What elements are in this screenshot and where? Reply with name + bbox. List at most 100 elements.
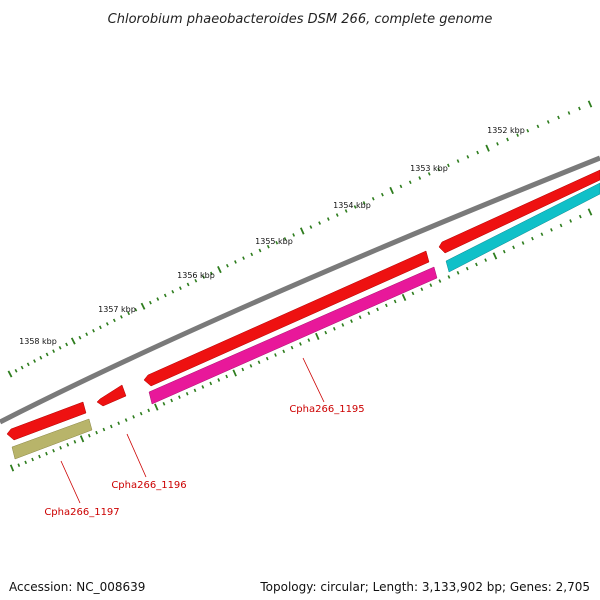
inner-tick bbox=[367, 311, 371, 316]
outer-tick bbox=[127, 311, 131, 316]
outer-tick bbox=[587, 100, 593, 108]
inner-tick bbox=[465, 266, 469, 271]
inner-tick bbox=[438, 279, 442, 283]
leader-1195 bbox=[302, 357, 325, 403]
inner-tick bbox=[299, 342, 302, 346]
tick-label-1352: 1352 kbp bbox=[487, 126, 525, 135]
outer-tick bbox=[210, 271, 213, 276]
leader-1196 bbox=[126, 433, 147, 478]
outer-tick bbox=[485, 144, 490, 152]
inner-tick bbox=[31, 457, 34, 462]
outer-tick bbox=[557, 115, 560, 120]
outer-tick bbox=[275, 240, 279, 245]
cds-feature-1197[interactable] bbox=[6, 401, 87, 441]
inner-tick bbox=[139, 411, 143, 416]
outer-tick bbox=[52, 349, 56, 353]
inner-tick bbox=[475, 262, 478, 267]
outer-tick bbox=[466, 155, 470, 159]
outer-tick bbox=[92, 329, 95, 333]
tick-label-1354: 1354 kbp bbox=[333, 201, 371, 210]
inner-tick bbox=[502, 249, 506, 254]
inner-tick bbox=[170, 398, 174, 403]
outer-tick bbox=[26, 362, 30, 367]
outer-tick bbox=[353, 205, 357, 209]
outer-tick bbox=[496, 142, 499, 146]
outer-tick bbox=[362, 201, 366, 205]
outer-tick bbox=[456, 159, 460, 163]
outer-tick bbox=[14, 369, 18, 373]
outer-tick bbox=[299, 227, 305, 235]
outer-tick bbox=[242, 256, 245, 260]
inner-tick bbox=[578, 214, 582, 219]
inner-tick bbox=[52, 448, 55, 453]
outer-tick-marks bbox=[7, 100, 593, 378]
gene-feature-1195[interactable] bbox=[148, 266, 438, 405]
inner-tick bbox=[429, 283, 433, 288]
genome-summary-text: Topology: circular; Length: 3,133,902 bp… bbox=[260, 580, 590, 594]
inner-tick bbox=[73, 440, 77, 444]
inner-tick bbox=[282, 349, 286, 354]
tick-label-1353: 1353 kbp bbox=[410, 164, 448, 173]
inner-tick bbox=[401, 293, 407, 301]
inner-tick bbox=[201, 385, 205, 389]
outer-tick bbox=[567, 111, 571, 115]
inner-tick bbox=[484, 258, 488, 262]
inner-tick bbox=[447, 275, 451, 279]
inner-tick bbox=[232, 369, 237, 377]
outer-tick bbox=[318, 221, 322, 225]
outer-tick bbox=[194, 278, 198, 283]
inner-tick bbox=[531, 236, 534, 241]
inner-tick bbox=[411, 291, 415, 296]
inner-tick bbox=[307, 338, 311, 342]
inner-tick bbox=[393, 299, 397, 304]
outer-tick bbox=[418, 176, 422, 180]
inner-tick bbox=[241, 367, 245, 372]
outer-tick bbox=[309, 225, 313, 229]
inner-tick bbox=[550, 228, 553, 232]
inner-tick bbox=[124, 418, 128, 422]
outer-tick bbox=[78, 335, 82, 340]
inner-tick bbox=[217, 378, 221, 382]
outer-tick bbox=[140, 302, 146, 310]
inner-tick bbox=[45, 451, 48, 456]
genome-backbone bbox=[0, 155, 600, 425]
gene-label-1197[interactable]: Cpha266_1197 bbox=[44, 507, 119, 518]
outer-tick bbox=[234, 260, 237, 264]
outer-tick bbox=[476, 150, 480, 155]
inner-tick bbox=[185, 391, 189, 396]
inner-tick bbox=[420, 287, 424, 292]
inner-tick bbox=[79, 435, 85, 443]
outer-tick bbox=[98, 325, 102, 330]
inner-tick bbox=[376, 307, 379, 312]
gene-label-1196[interactable]: Cpha266_1196 bbox=[111, 480, 186, 491]
outer-tick bbox=[399, 184, 403, 189]
outer-tick bbox=[506, 137, 509, 142]
outer-tick bbox=[65, 342, 69, 347]
inner-tick bbox=[178, 395, 181, 399]
cds-feature-1195[interactable] bbox=[143, 250, 430, 387]
gene-label-1195[interactable]: Cpha266_1195 bbox=[289, 404, 364, 415]
outer-tick bbox=[371, 196, 375, 201]
cds-feature-1196[interactable] bbox=[96, 384, 127, 407]
outer-tick bbox=[546, 120, 550, 124]
gene-feature-cyan[interactable] bbox=[445, 182, 600, 273]
outer-tick bbox=[112, 318, 116, 323]
outer-tick bbox=[202, 275, 206, 279]
outer-tick bbox=[85, 332, 89, 337]
inner-tick bbox=[290, 345, 294, 350]
outer-tick bbox=[105, 322, 109, 326]
tick-label-1355: 1355 kbp bbox=[255, 237, 293, 246]
inner-tick bbox=[9, 464, 15, 472]
gene-feature-1197[interactable] bbox=[11, 418, 93, 460]
inner-tick bbox=[162, 401, 166, 406]
outer-tick bbox=[58, 346, 62, 350]
inner-tick bbox=[384, 303, 388, 308]
tick-label-1358: 1358 kbp bbox=[19, 337, 57, 346]
inner-tick bbox=[324, 330, 328, 335]
inner-tick bbox=[332, 326, 336, 331]
outer-tick bbox=[119, 315, 123, 319]
cds-feature-1[interactable] bbox=[438, 169, 600, 254]
outer-tick bbox=[171, 290, 175, 294]
outer-tick bbox=[186, 282, 190, 287]
